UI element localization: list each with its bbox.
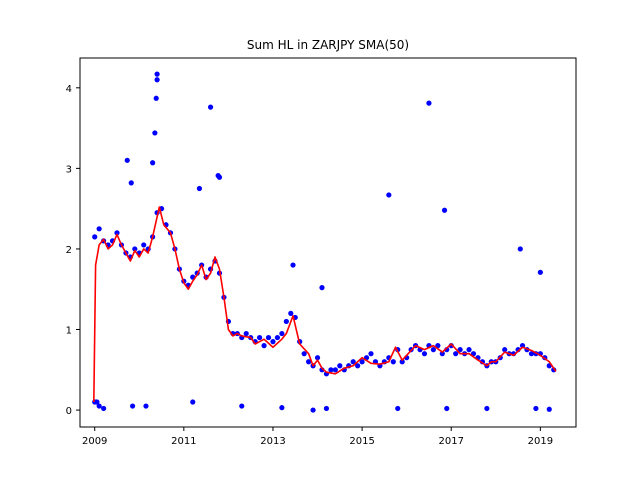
scatter-point <box>92 234 98 240</box>
scatter-point <box>96 226 102 232</box>
scatter-point <box>421 351 428 357</box>
plot-area <box>92 71 557 413</box>
y-tick-label: 3 <box>66 164 72 175</box>
scatter-point <box>154 77 160 83</box>
scatter-point <box>484 405 490 412</box>
scatter-point <box>332 367 338 373</box>
scatter-point <box>239 403 245 409</box>
axes-frame <box>79 57 577 428</box>
scatter-point <box>207 104 214 110</box>
scatter-point <box>101 405 107 412</box>
scatter-point <box>310 407 316 413</box>
scatter-point <box>129 403 136 409</box>
y-tick-label: 2 <box>66 245 72 256</box>
scatter-point <box>314 355 321 361</box>
y-tick-label: 1 <box>66 326 72 337</box>
scatter-point <box>502 347 508 353</box>
scatter-point <box>453 351 459 357</box>
scatter-point <box>319 285 325 291</box>
scatter-point <box>279 330 285 337</box>
scatter-point <box>143 403 149 409</box>
x-axis: 2009 2011 2013 2015 2017 2019 <box>82 427 553 447</box>
scatter-point <box>92 399 98 405</box>
scatter-point <box>368 351 374 357</box>
scatter-point <box>190 399 196 405</box>
scatter-point <box>328 367 334 373</box>
scatter-point <box>154 71 160 77</box>
scatter-point <box>288 310 294 316</box>
scatter-point <box>444 405 450 412</box>
scatter-point <box>350 359 356 365</box>
x-tick-label: 2011 <box>171 436 196 447</box>
scatter-point <box>243 330 249 337</box>
x-tick-label: 2013 <box>260 436 285 447</box>
y-axis: 0 1 2 3 4 <box>66 84 80 417</box>
scatter-point <box>399 359 405 365</box>
scatter-point <box>128 180 134 186</box>
x-tick-label: 2017 <box>438 436 463 447</box>
scatter-point <box>323 405 330 412</box>
sma-line <box>93 206 557 403</box>
scatter-point <box>301 351 307 357</box>
scatter-point <box>270 339 276 345</box>
scatter-point <box>426 100 432 106</box>
scatter-point <box>150 160 156 166</box>
x-tick-label: 2009 <box>82 436 107 447</box>
scatter-point <box>355 363 361 369</box>
scatter-point <box>528 351 535 357</box>
scatter-point <box>390 359 396 365</box>
x-tick-label: 2015 <box>349 436 374 447</box>
scatter-point <box>124 157 130 163</box>
scatter-point <box>546 406 552 412</box>
chart-title: Sum HL in ZARJPY SMA(50) <box>247 38 409 52</box>
scatter-point <box>279 405 285 411</box>
scatter-point <box>256 334 263 341</box>
scatter-point <box>430 347 436 353</box>
scatter-point <box>517 246 523 252</box>
x-tick-label: 2019 <box>528 436 553 447</box>
scatter-point <box>261 343 267 349</box>
scatter-point <box>153 95 159 101</box>
scatter-point <box>274 334 281 341</box>
scatter-point <box>141 242 147 248</box>
scatter-point <box>283 318 289 325</box>
scatter-point <box>537 269 543 275</box>
scatter-point <box>152 130 158 136</box>
scatter-point <box>439 351 445 357</box>
scatter-point <box>441 207 448 213</box>
scatter-point <box>466 347 472 353</box>
scatter-point <box>457 347 463 353</box>
scatter-point <box>132 246 138 252</box>
scatter-point <box>533 405 539 412</box>
scatter-point <box>306 359 312 365</box>
scatter-point <box>386 192 392 198</box>
scatter-point <box>290 262 296 268</box>
y-tick-label: 4 <box>66 84 72 95</box>
scatter-point <box>196 185 203 192</box>
scatter-point <box>395 405 401 412</box>
scatter-point <box>96 403 102 409</box>
y-tick-label: 0 <box>66 406 72 417</box>
scatter-point <box>359 359 365 365</box>
scatter-point <box>216 174 223 180</box>
scatter-point <box>114 230 120 236</box>
scatter-point <box>337 363 343 369</box>
scatter-point <box>265 334 272 341</box>
